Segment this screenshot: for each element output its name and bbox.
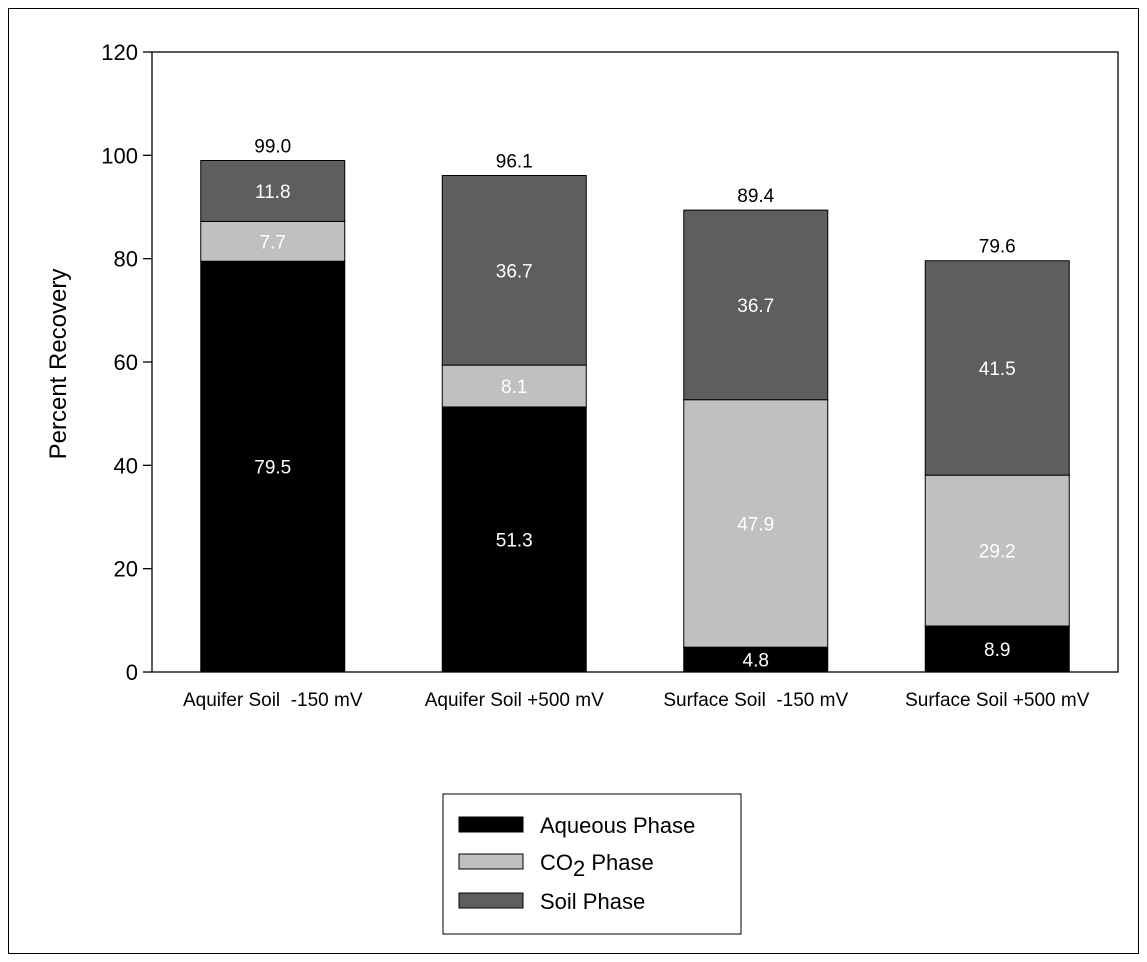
bar-value-label: 8.1 bbox=[501, 377, 527, 398]
bar-segment bbox=[200, 220, 346, 262]
bar-segment bbox=[441, 406, 587, 673]
y-tick-label: 100 bbox=[101, 143, 138, 168]
bar-value-label: 79.5 bbox=[254, 458, 291, 479]
y-tick-label: 80 bbox=[114, 247, 138, 272]
y-tick-label: 0 bbox=[126, 660, 138, 685]
legend-label: Soil Phase bbox=[540, 889, 645, 914]
bar-value-label: 36.7 bbox=[737, 296, 774, 317]
legend-label: Aqueous Phase bbox=[540, 813, 695, 838]
x-tick-label: Surface Soil -150 mV bbox=[663, 690, 848, 711]
y-tick-label: 20 bbox=[114, 557, 138, 582]
bars: 79.5 7.7 11.8 99.0 51.3 8.1 36.7 96.1 4.8 47.9 36.… bbox=[200, 137, 1070, 673]
chart-frame bbox=[8, 8, 1139, 954]
bar-segment bbox=[200, 160, 346, 222]
bar-value-label: 41.5 bbox=[979, 359, 1016, 380]
bar-total-label: 96.1 bbox=[496, 151, 533, 172]
legend-swatch bbox=[458, 853, 524, 870]
y-tick-label: 40 bbox=[114, 453, 138, 478]
bar-segment bbox=[924, 260, 1070, 476]
x-tick-label: Aquifer Soil +500 mV bbox=[425, 690, 604, 711]
bar-value-label: 11.8 bbox=[255, 182, 291, 203]
x-tick-label: Aquifer Soil -150 mV bbox=[183, 690, 363, 711]
y-tick-label: 60 bbox=[114, 350, 138, 375]
bar-value-label: 8.9 bbox=[984, 640, 1010, 661]
x-axis: Aquifer Soil -150 mV Aquifer Soil +500 mV… bbox=[183, 690, 1090, 711]
y-tick-label: 120 bbox=[101, 40, 138, 65]
bar-value-label: 7.7 bbox=[260, 232, 286, 253]
bar-segment bbox=[924, 474, 1070, 627]
bar-value-label: 47.9 bbox=[737, 514, 774, 535]
bar-value-label: 4.8 bbox=[743, 651, 769, 672]
bar-segment bbox=[924, 625, 1070, 673]
y-axis-label: Percent Recovery bbox=[45, 269, 72, 460]
bar-value-label: 51.3 bbox=[496, 530, 533, 551]
bar-segment bbox=[683, 646, 829, 673]
y-axis: 0 20 40 60 80 100 120 bbox=[101, 40, 152, 685]
bar-segment bbox=[683, 399, 829, 648]
legend-swatch bbox=[458, 892, 524, 909]
legend: Aqueous Phase CO2 Phase Soil Phase bbox=[442, 793, 742, 935]
plot-area bbox=[151, 51, 1119, 673]
bar-segment bbox=[441, 364, 587, 408]
legend-label: CO2 Phase bbox=[540, 850, 654, 881]
bar-segment bbox=[441, 174, 587, 366]
bar-total-label: 79.6 bbox=[979, 237, 1016, 258]
legend-swatch bbox=[458, 816, 524, 833]
x-tick-label: Surface Soil +500 mV bbox=[905, 690, 1090, 711]
bar-total-label: 89.4 bbox=[737, 186, 774, 207]
bar-value-label: 29.2 bbox=[979, 542, 1016, 563]
bar-segment bbox=[683, 209, 829, 401]
bar-total-label: 99.0 bbox=[254, 137, 291, 158]
bar-value-label: 36.7 bbox=[496, 261, 533, 282]
